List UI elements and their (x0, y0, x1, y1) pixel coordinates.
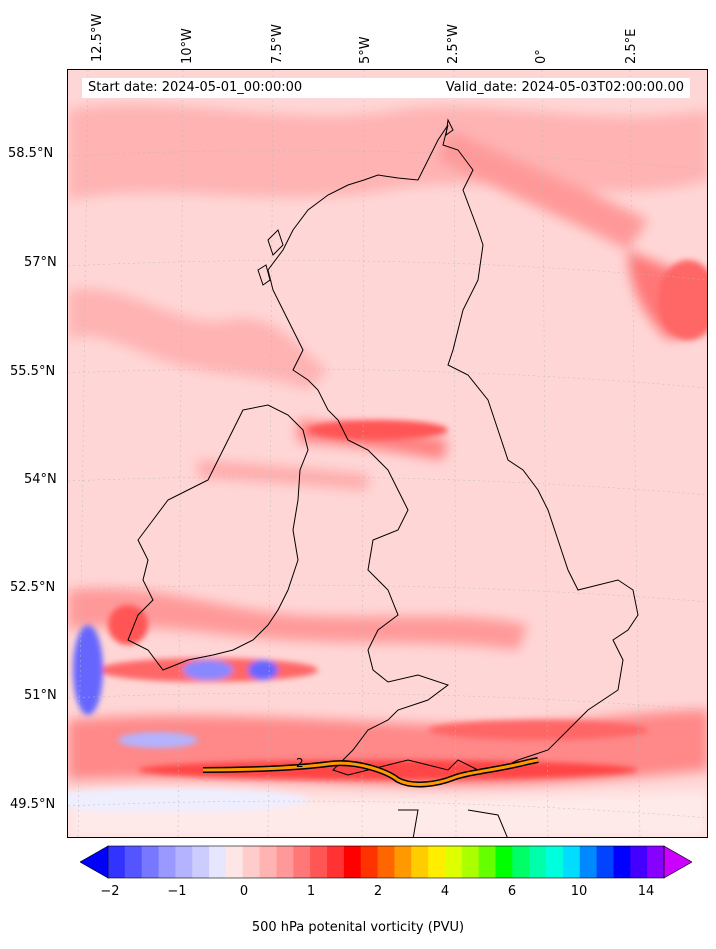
colorbar-tick-label: 6 (507, 884, 517, 899)
date-info-box: Start date: 2024-05-01_00:00:00 Valid_da… (82, 78, 690, 98)
colorbar-bin (444, 846, 463, 878)
colorbar-bin (124, 846, 143, 878)
colorbar-bin (343, 846, 362, 878)
pv-bands (68, 260, 707, 812)
pv-contour-band: 2 (202, 756, 539, 788)
colorbar-bin (529, 846, 547, 878)
colorbar-bin (495, 846, 513, 878)
colorbar-tick-label: −1 (167, 884, 187, 899)
lon-label-5w: 5°W (358, 36, 373, 64)
lon-label-12-5w: 12.5°W (90, 13, 105, 62)
valid-date-text: Valid_date: 2024-05-03T02:00:00.00 (445, 80, 684, 95)
colorbar-tick-label: 2 (373, 884, 383, 899)
colorbar-bin (461, 846, 480, 878)
colorbar-bin (512, 846, 530, 878)
colorbar-bin (596, 846, 614, 878)
colorbar-extend-max (663, 845, 693, 879)
colorbar-bin (562, 846, 581, 878)
lat-label-49-5n: 49.5°N (10, 797, 56, 812)
colorbar-bin (242, 846, 261, 878)
colorbar-bin (546, 846, 564, 878)
colorbar-bin (327, 846, 345, 878)
colorbar-bin (293, 846, 311, 878)
colorbar-bin (209, 846, 227, 878)
colorbar-bin (360, 846, 379, 878)
colorbar-bin (411, 846, 429, 878)
colorbar-bin (225, 846, 244, 878)
colorbar-tick-label: 4 (440, 884, 450, 899)
colorbar-bin (579, 846, 598, 878)
contour-value-label: 2 (296, 756, 304, 770)
start-date-text: Start date: 2024-05-01_00:00:00 (88, 80, 303, 95)
colorbar-bin (630, 846, 648, 878)
colorbar-bin (394, 846, 412, 878)
colorbar-bin (613, 846, 631, 878)
colorbar-frame (107, 845, 665, 879)
colorbar-tick-label: 0 (239, 884, 249, 899)
colorbar-bin (192, 846, 210, 878)
colorbar-bin (276, 846, 294, 878)
colorbar-bin (259, 846, 277, 878)
colorbar-tick-label: 1 (306, 884, 316, 899)
colorbar (79, 844, 693, 884)
colorbar-bin (478, 846, 497, 878)
colorbar-bin (158, 846, 176, 878)
colorbar-bin (428, 846, 446, 878)
lon-label-7-5w: 7.5°W (270, 23, 285, 64)
lon-label-2-5e: 2.5°E (624, 28, 639, 64)
colorbar-tick-label: 10 (570, 884, 588, 899)
colorbar-bin (175, 846, 193, 878)
colorbar-bin (377, 846, 395, 878)
colorbar-bin (310, 846, 328, 878)
colorbar-extend-min (79, 845, 109, 879)
colorbar-bin (647, 846, 665, 878)
lon-label-2-5w: 2.5°W (446, 23, 461, 64)
colorbar-strip (79, 845, 693, 879)
map-panel: 2 (67, 69, 708, 838)
colorbar-bin (108, 846, 126, 878)
coastline (127, 118, 639, 837)
lat-label-58-5n: 58.5°N (8, 146, 54, 161)
lat-label-55-5n: 55.5°N (10, 364, 56, 379)
lat-label-54n: 54°N (24, 472, 57, 487)
lat-label-51n: 51°N (24, 688, 57, 703)
colorbar-tick-label: −2 (100, 884, 120, 899)
colorbar-label: 500 hPa potenital vorticity (PVU) (251, 920, 465, 935)
colorbar-tick-label: 14 (637, 884, 655, 899)
pv-field-map: 2 (68, 70, 707, 837)
lon-label-0: 0° (534, 49, 549, 64)
colorbar-bin (141, 846, 160, 878)
lat-label-52-5n: 52.5°N (10, 580, 56, 595)
graticule (68, 70, 707, 837)
lon-label-10w: 10°W (180, 28, 195, 64)
lat-label-57n: 57°N (24, 255, 57, 270)
